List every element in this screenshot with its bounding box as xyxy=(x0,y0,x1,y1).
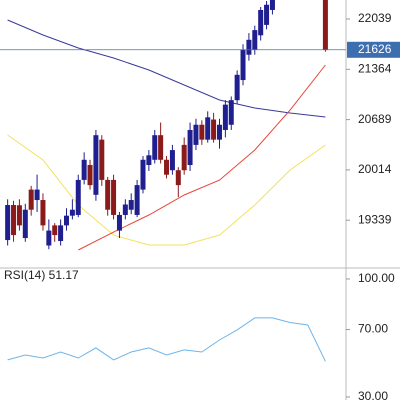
moving-average xyxy=(7,134,326,246)
candle-body xyxy=(234,74,240,101)
candle-body xyxy=(128,200,134,210)
y-tick-label: 20014 xyxy=(358,162,392,176)
candle-body xyxy=(58,225,64,242)
candle-body xyxy=(105,179,111,210)
candle-body xyxy=(211,119,217,140)
candle-body xyxy=(169,150,175,171)
candle-body xyxy=(146,155,152,166)
candle-body xyxy=(22,209,28,239)
y-tick-label: 20689 xyxy=(358,112,392,126)
candle-body xyxy=(181,144,187,171)
candle-body xyxy=(11,205,17,236)
candle-body xyxy=(258,9,264,36)
candle-body xyxy=(93,135,99,195)
candle-body xyxy=(269,0,275,10)
rsi-line xyxy=(7,317,326,362)
candle-body xyxy=(52,225,58,236)
candle-body xyxy=(216,124,222,140)
candle-body xyxy=(199,124,205,140)
candle-body xyxy=(264,4,270,25)
rsi-panel xyxy=(7,317,326,362)
y-tick-label: 21364 xyxy=(358,61,392,75)
candle-body xyxy=(246,39,252,55)
candle-body xyxy=(158,135,164,160)
candle-body xyxy=(228,100,234,125)
y-tick-label: 22039 xyxy=(358,11,392,25)
candle-body xyxy=(40,200,46,226)
axes: 19339 20014 20689 21364 22039 21626 30.00 70.00… xyxy=(4,11,400,400)
last-price-label: 21626 xyxy=(358,42,392,56)
candle-body xyxy=(87,165,93,186)
price-panel xyxy=(0,0,346,251)
candle-body xyxy=(134,185,140,215)
candle-body xyxy=(99,139,105,180)
candle-body xyxy=(322,0,328,50)
candle-body xyxy=(140,159,146,190)
panel-title: RSI(14) 51.17 xyxy=(4,268,79,282)
candle-body xyxy=(205,117,211,140)
candle-body xyxy=(63,215,69,226)
y-tick-label: 70.00 xyxy=(358,322,388,336)
y-tick-label: 19339 xyxy=(358,212,392,226)
candle-body xyxy=(111,179,117,215)
y-tick-label: 100.00 xyxy=(358,271,395,285)
candle-body xyxy=(187,129,193,166)
moving-average xyxy=(7,19,326,118)
candle-body xyxy=(193,124,199,145)
candle-body xyxy=(46,230,52,246)
candle-body xyxy=(175,170,181,186)
candle-body xyxy=(69,209,75,216)
candle-body xyxy=(164,159,170,175)
y-tick-label: 30.00 xyxy=(358,389,388,400)
candle-body xyxy=(222,104,228,130)
candle-body xyxy=(240,49,246,81)
last-price-box xyxy=(347,41,400,58)
candle-body xyxy=(28,189,34,210)
candle-body xyxy=(34,189,40,201)
candle-body xyxy=(16,205,22,226)
candle-body xyxy=(152,135,158,160)
candle-body xyxy=(75,179,81,215)
candle-body xyxy=(252,30,258,50)
candle-body xyxy=(81,159,87,180)
candle-body xyxy=(122,204,128,215)
candle-body xyxy=(116,214,122,231)
candle-body xyxy=(5,205,11,241)
